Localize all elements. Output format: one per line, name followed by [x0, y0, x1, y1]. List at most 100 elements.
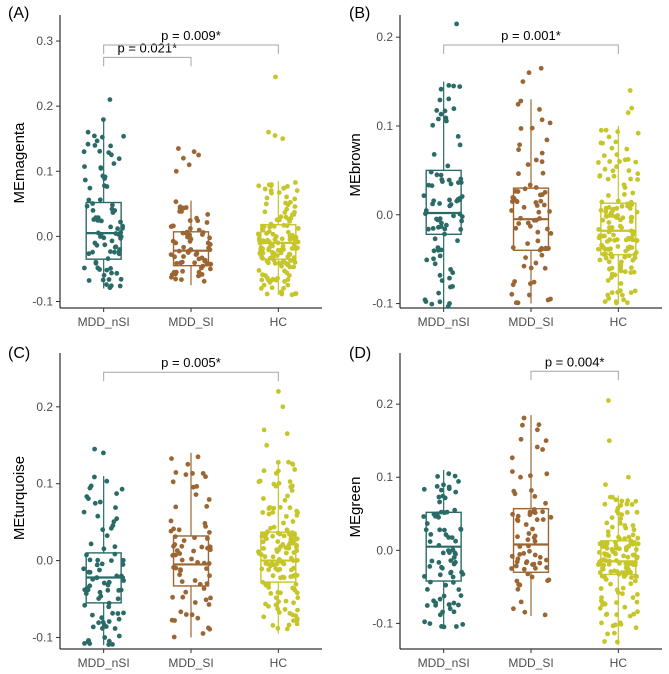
data-point — [280, 243, 286, 249]
data-point — [90, 249, 95, 255]
data-point — [606, 438, 612, 444]
data-point — [451, 600, 457, 606]
data-point — [521, 551, 527, 556]
box-HC — [600, 540, 637, 576]
data-point — [270, 623, 276, 628]
p-value-label: p = 0.001* — [501, 28, 561, 43]
data-point — [293, 581, 299, 587]
data-point — [515, 556, 521, 562]
data-point — [108, 143, 113, 149]
data-point — [87, 185, 93, 191]
points-d-0 — [421, 471, 466, 630]
data-point — [98, 166, 104, 171]
data-point — [439, 624, 444, 629]
data-point — [537, 554, 543, 560]
data-point — [623, 565, 629, 571]
data-point — [106, 638, 112, 644]
data-point — [179, 259, 185, 265]
data-point — [96, 620, 101, 626]
panel-label-c: (C) — [8, 345, 30, 362]
y-tick-label-a: 0.0 — [36, 229, 53, 243]
data-point — [282, 279, 287, 284]
data-point — [540, 447, 545, 452]
y-tick-label-c: 0.0 — [36, 554, 53, 568]
data-point — [607, 237, 613, 243]
data-point — [603, 127, 609, 133]
data-point — [187, 218, 193, 223]
data-point — [196, 269, 202, 275]
data-point — [527, 182, 533, 188]
data-point — [429, 301, 435, 307]
data-point — [601, 153, 607, 159]
data-point — [517, 552, 523, 557]
data-point — [612, 550, 618, 556]
data-point — [88, 541, 94, 547]
data-point — [82, 602, 88, 608]
data-point — [446, 484, 452, 490]
data-point — [541, 202, 547, 208]
data-point — [447, 197, 452, 203]
data-point — [621, 297, 626, 303]
data-point — [611, 173, 617, 179]
data-point — [294, 548, 300, 554]
data-point — [532, 494, 538, 499]
data-point — [102, 635, 108, 640]
data-point — [627, 613, 633, 619]
data-point — [624, 510, 630, 515]
data-point — [208, 595, 213, 601]
data-point — [618, 502, 624, 508]
data-point — [543, 500, 548, 506]
data-point — [267, 505, 273, 510]
data-point — [438, 224, 444, 229]
data-point — [208, 266, 213, 272]
data-point — [255, 231, 261, 237]
data-point — [543, 438, 549, 444]
data-point — [632, 288, 638, 294]
data-point — [460, 622, 466, 627]
data-point — [114, 491, 119, 496]
data-point — [279, 263, 284, 269]
data-point — [603, 209, 609, 215]
data-point — [81, 566, 86, 572]
data-point — [608, 581, 613, 587]
data-point — [257, 478, 263, 484]
data-point — [531, 279, 537, 285]
data-point — [633, 498, 639, 504]
data-point — [107, 285, 113, 291]
data-point — [603, 552, 609, 558]
data-point — [448, 558, 454, 563]
data-point — [112, 208, 118, 213]
data-point — [622, 192, 627, 197]
data-point — [429, 558, 435, 564]
data-point — [97, 499, 103, 505]
data-point — [454, 624, 459, 629]
data-point — [285, 229, 291, 235]
data-point — [100, 527, 106, 533]
data-point — [430, 122, 436, 128]
y-axis-title-d: MEgreen — [347, 477, 364, 538]
data-point — [530, 526, 535, 532]
data-point — [436, 290, 441, 296]
data-point — [183, 612, 189, 617]
data-point — [635, 177, 640, 182]
data-point — [548, 514, 554, 520]
data-point — [82, 641, 87, 646]
data-point — [625, 201, 631, 207]
data-point — [294, 188, 300, 194]
data-point — [515, 189, 521, 194]
data-point — [173, 565, 179, 571]
data-point — [191, 149, 197, 155]
data-point — [521, 415, 527, 421]
data-point — [535, 229, 541, 235]
data-point — [82, 265, 87, 271]
data-point — [426, 182, 432, 188]
data-point — [196, 152, 202, 158]
data-point — [443, 532, 449, 538]
y-tick-label-d: -0.1 — [372, 616, 393, 630]
data-point — [92, 133, 97, 139]
data-point — [207, 530, 212, 535]
data-point — [291, 618, 296, 623]
data-point — [268, 188, 274, 194]
data-point — [274, 547, 280, 552]
data-point — [447, 275, 452, 281]
